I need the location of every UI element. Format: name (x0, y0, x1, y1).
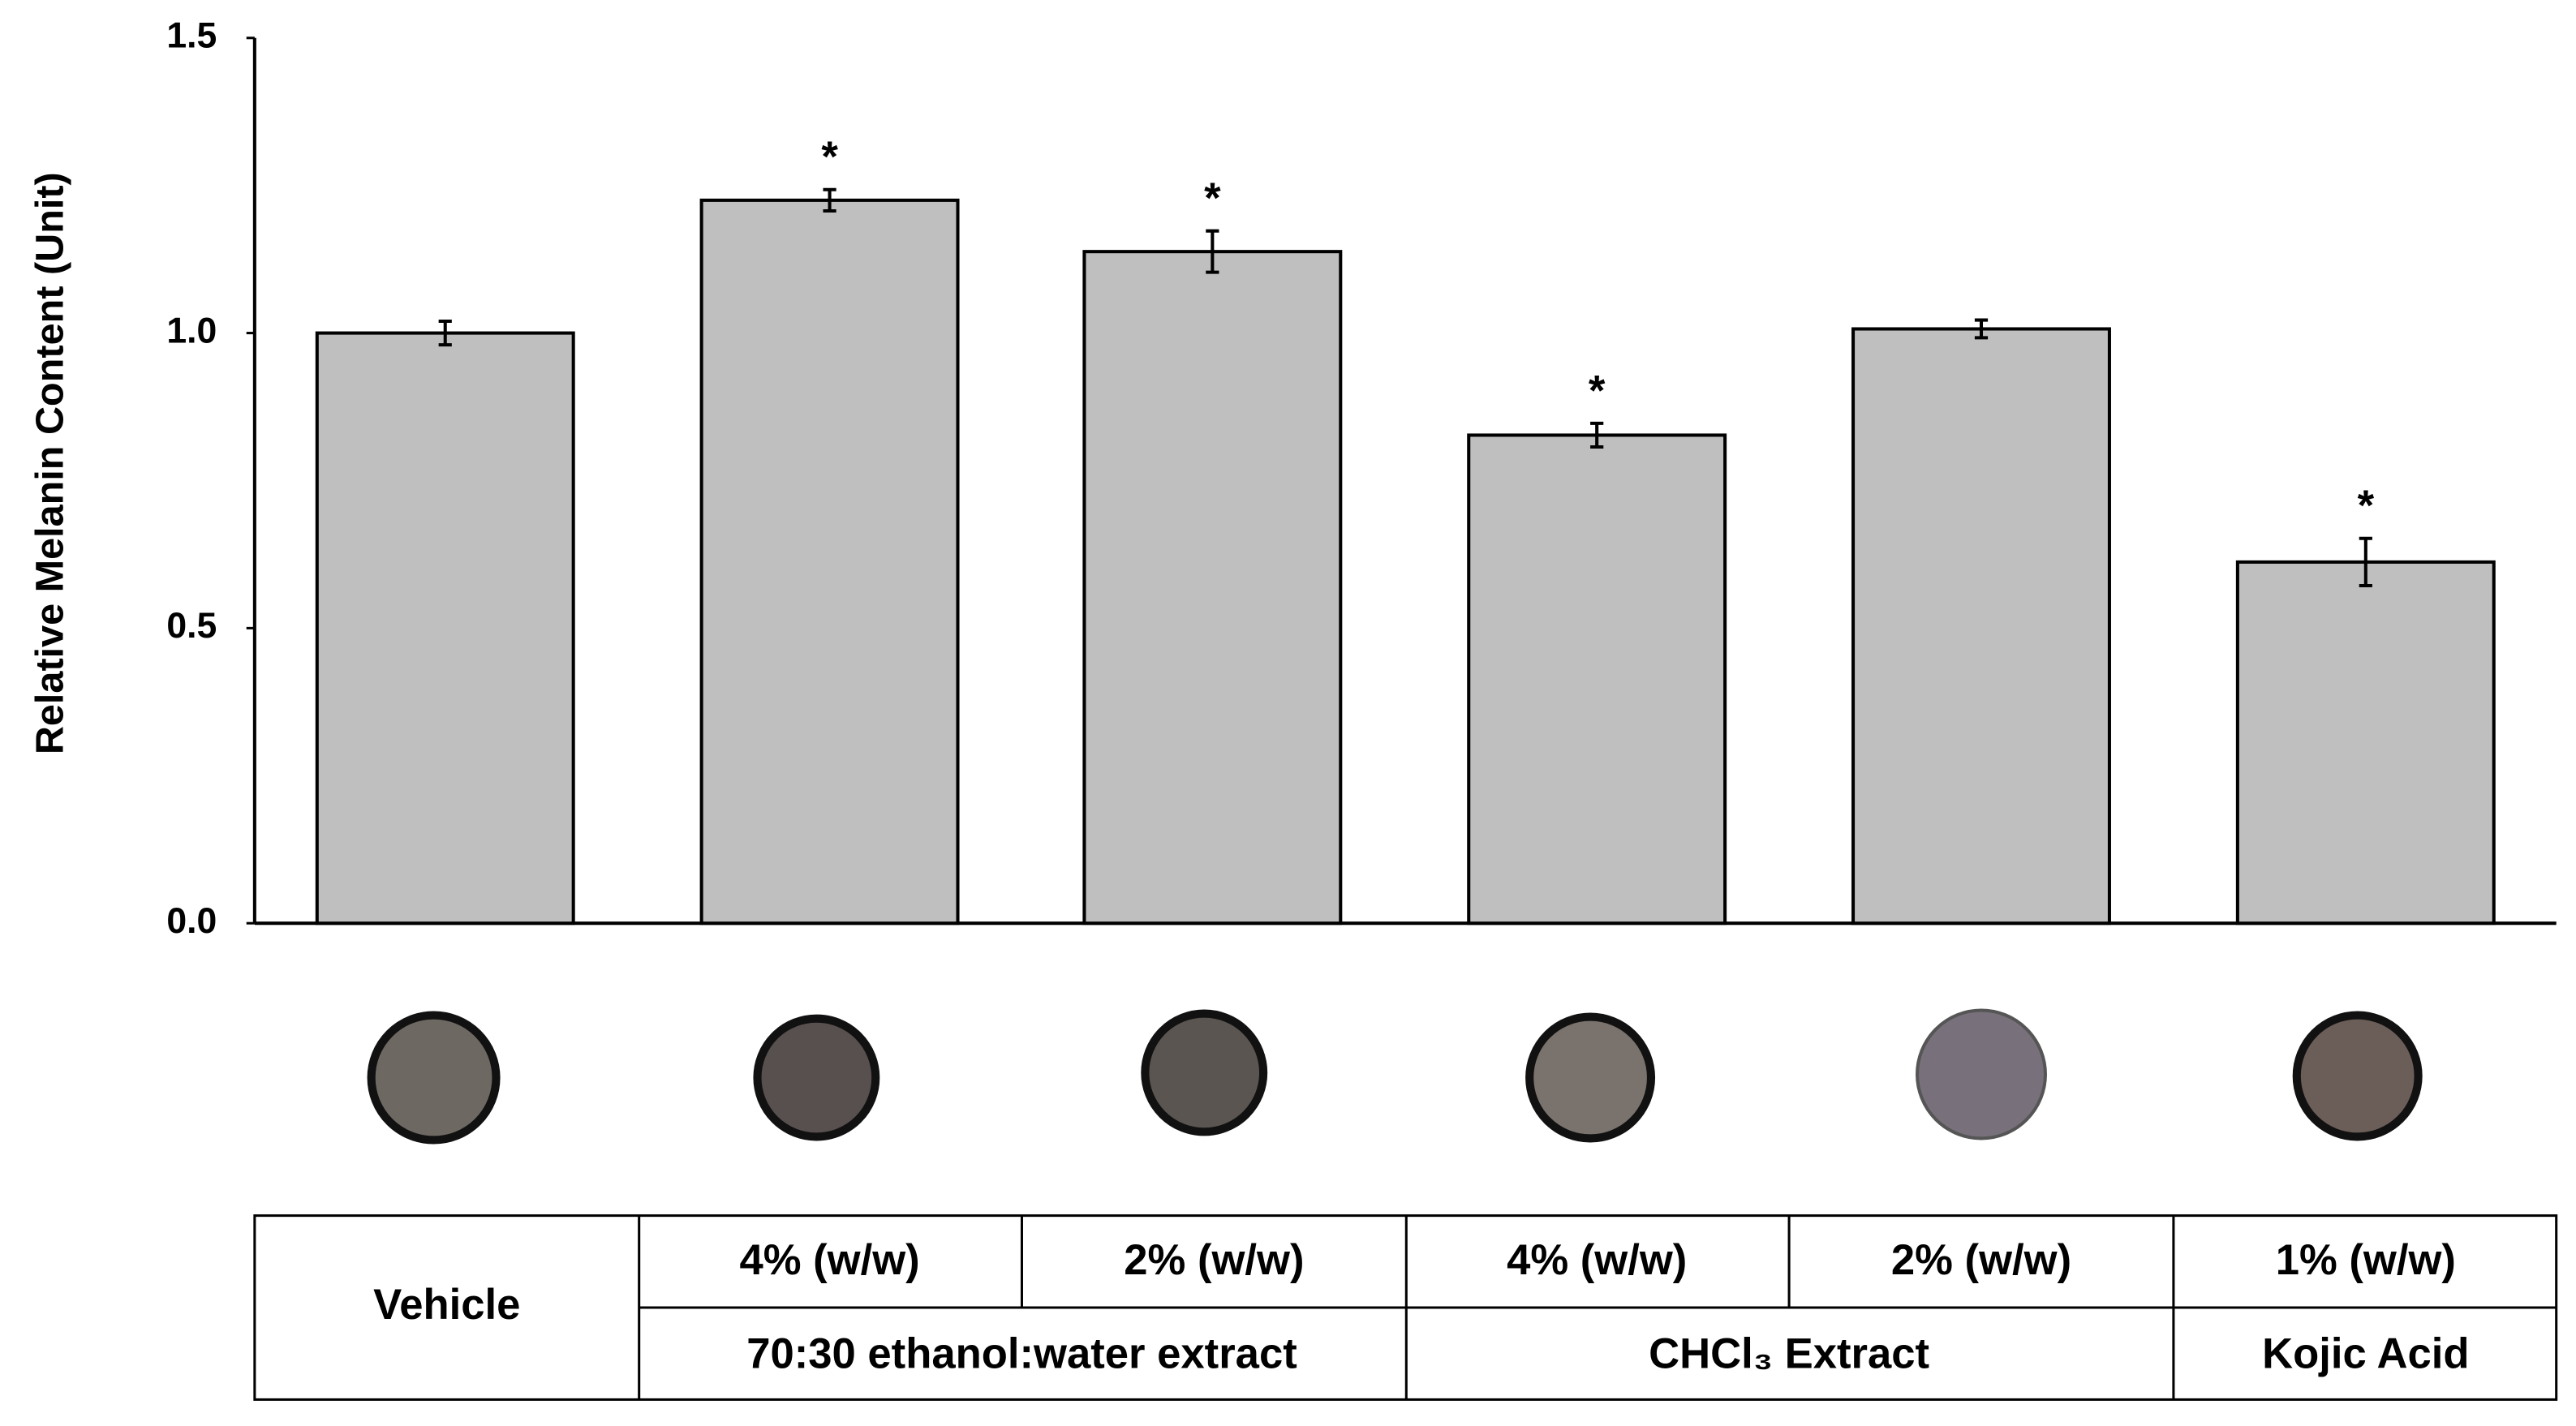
category-label: 4% (w/w) (1507, 1236, 1687, 1284)
significance-mark: * (1204, 174, 1221, 222)
y-axis-label: Relative Melanin Content (Unit) (28, 172, 72, 754)
significance-mark: * (1589, 367, 1606, 414)
sample-dot (1916, 1008, 2047, 1140)
sample-dot (1525, 1012, 1656, 1143)
significance-mark: * (821, 133, 838, 181)
bar (1082, 250, 1343, 926)
table-lines (253, 1214, 2558, 1401)
sample-dot (1141, 1009, 1268, 1136)
error-bar (1590, 421, 1604, 449)
y-tick-label: 0.5 (166, 606, 217, 646)
category-label: 2% (w/w) (1891, 1236, 2071, 1284)
y-tick-label: 1.5 (166, 16, 217, 56)
y-tick-label: 0.0 (166, 901, 217, 941)
error-bar (823, 187, 836, 213)
group-label: CHCl₃ Extract (1649, 1330, 1929, 1378)
sample-dot (2292, 1011, 2423, 1141)
category-label: 2% (w/w) (1124, 1236, 1304, 1284)
category-label: 1% (w/w) (2276, 1236, 2456, 1284)
sample-dot (753, 1014, 880, 1141)
group-label: 70:30 ethanol:water extract (746, 1330, 1297, 1378)
error-bar (2359, 536, 2372, 588)
significance-mark: * (2358, 482, 2375, 530)
bar (699, 198, 960, 926)
bar (2235, 560, 2496, 926)
error-bar (1974, 318, 1989, 340)
error-bar (1206, 229, 1219, 274)
group-label: Kojic Acid (2262, 1330, 2469, 1378)
category-label: Vehicle (373, 1281, 520, 1329)
bar (315, 331, 575, 926)
error-bar (438, 320, 452, 347)
sample-dot (367, 1011, 501, 1145)
category-label: 4% (w/w) (739, 1236, 919, 1284)
y-tick-label: 1.0 (166, 311, 217, 350)
samples (367, 1008, 2423, 1145)
bar (1851, 327, 2111, 926)
bar (1467, 433, 1727, 926)
